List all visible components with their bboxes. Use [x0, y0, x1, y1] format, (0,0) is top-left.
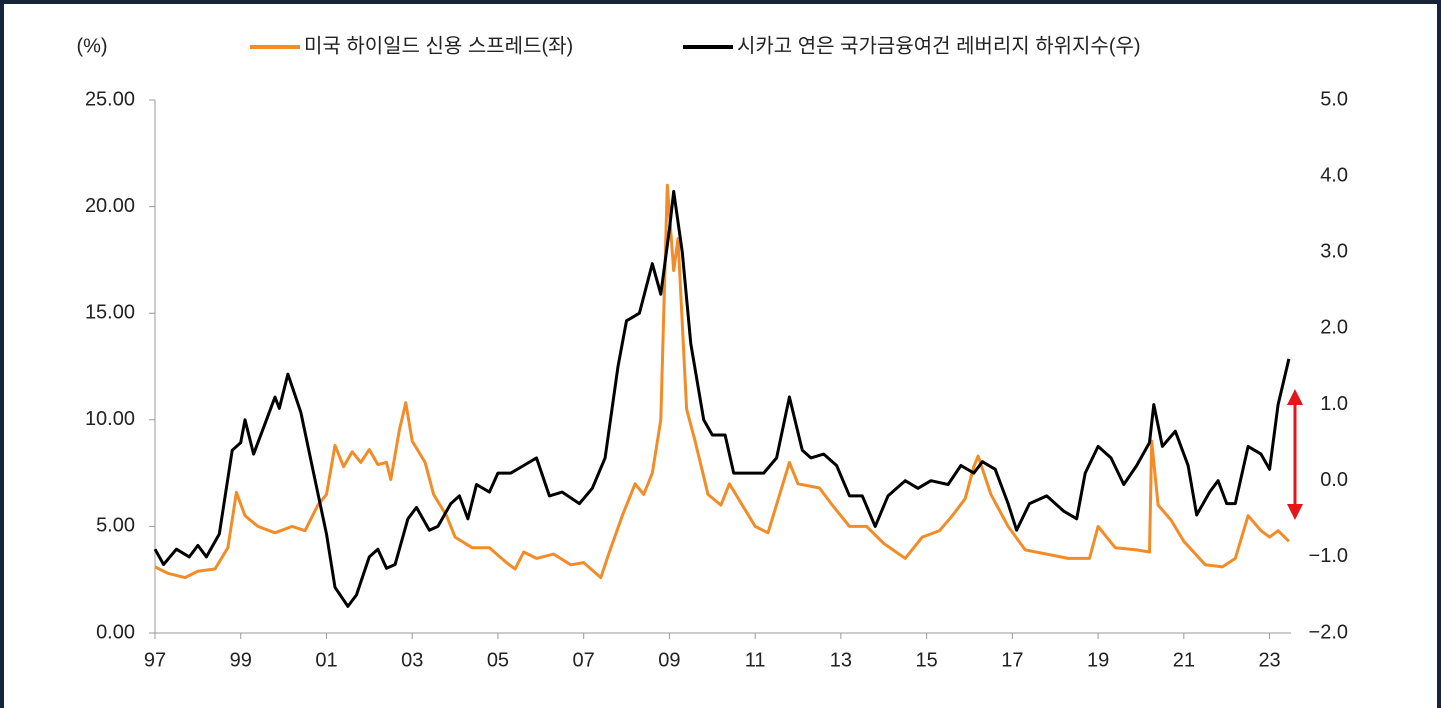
x-tick-label: 19 [1087, 649, 1109, 671]
y-tick-label: 25.00 [85, 88, 135, 110]
x-tick-label: 21 [1173, 649, 1195, 671]
y2-tick-label: 1.0 [1320, 393, 1348, 415]
x-tick-label: 15 [915, 649, 937, 671]
y-tick-label: 10.00 [85, 408, 135, 430]
y-tick-label: 0.00 [96, 621, 135, 643]
x-tick-label: 09 [658, 649, 680, 671]
x-tick-label: 11 [745, 649, 766, 671]
y-tick-label: 5.00 [96, 515, 135, 537]
y2-tick-label: 2.0 [1320, 317, 1348, 339]
y2-tick-label: 4.0 [1320, 164, 1348, 186]
annotation-arrowhead [1287, 504, 1303, 520]
y2-tick-label: 3.0 [1320, 241, 1348, 263]
x-tick-label: 05 [487, 649, 509, 671]
y-tick-label: 15.00 [85, 301, 135, 323]
x-tick-label: 13 [830, 649, 852, 671]
series-line [153, 189, 1291, 608]
y2-tick-label: −2.0 [1309, 621, 1348, 643]
legend-label: 시카고 연은 국가금융여건 레버리지 하위지수(우) [737, 34, 1141, 57]
y2-tick-label: 0.0 [1320, 469, 1348, 491]
x-tick-label: 03 [401, 649, 423, 671]
y-tick-label: 20.00 [85, 195, 135, 217]
x-tick-label: 97 [144, 649, 166, 671]
x-tick-label: 17 [1001, 649, 1023, 671]
x-tick-label: 01 [315, 649, 337, 671]
x-tick-label: 99 [230, 649, 252, 671]
y-unit-label: (%) [76, 35, 107, 57]
annotation-arrowhead [1287, 389, 1303, 405]
y2-tick-label: −1.0 [1309, 545, 1348, 567]
x-tick-label: 07 [573, 649, 595, 671]
y2-tick-label: 5.0 [1320, 88, 1348, 110]
x-tick-label: 23 [1258, 649, 1280, 671]
panel [4, 4, 1437, 708]
legend-label: 미국 하이일드 신용 스프레드(좌) [304, 34, 573, 57]
